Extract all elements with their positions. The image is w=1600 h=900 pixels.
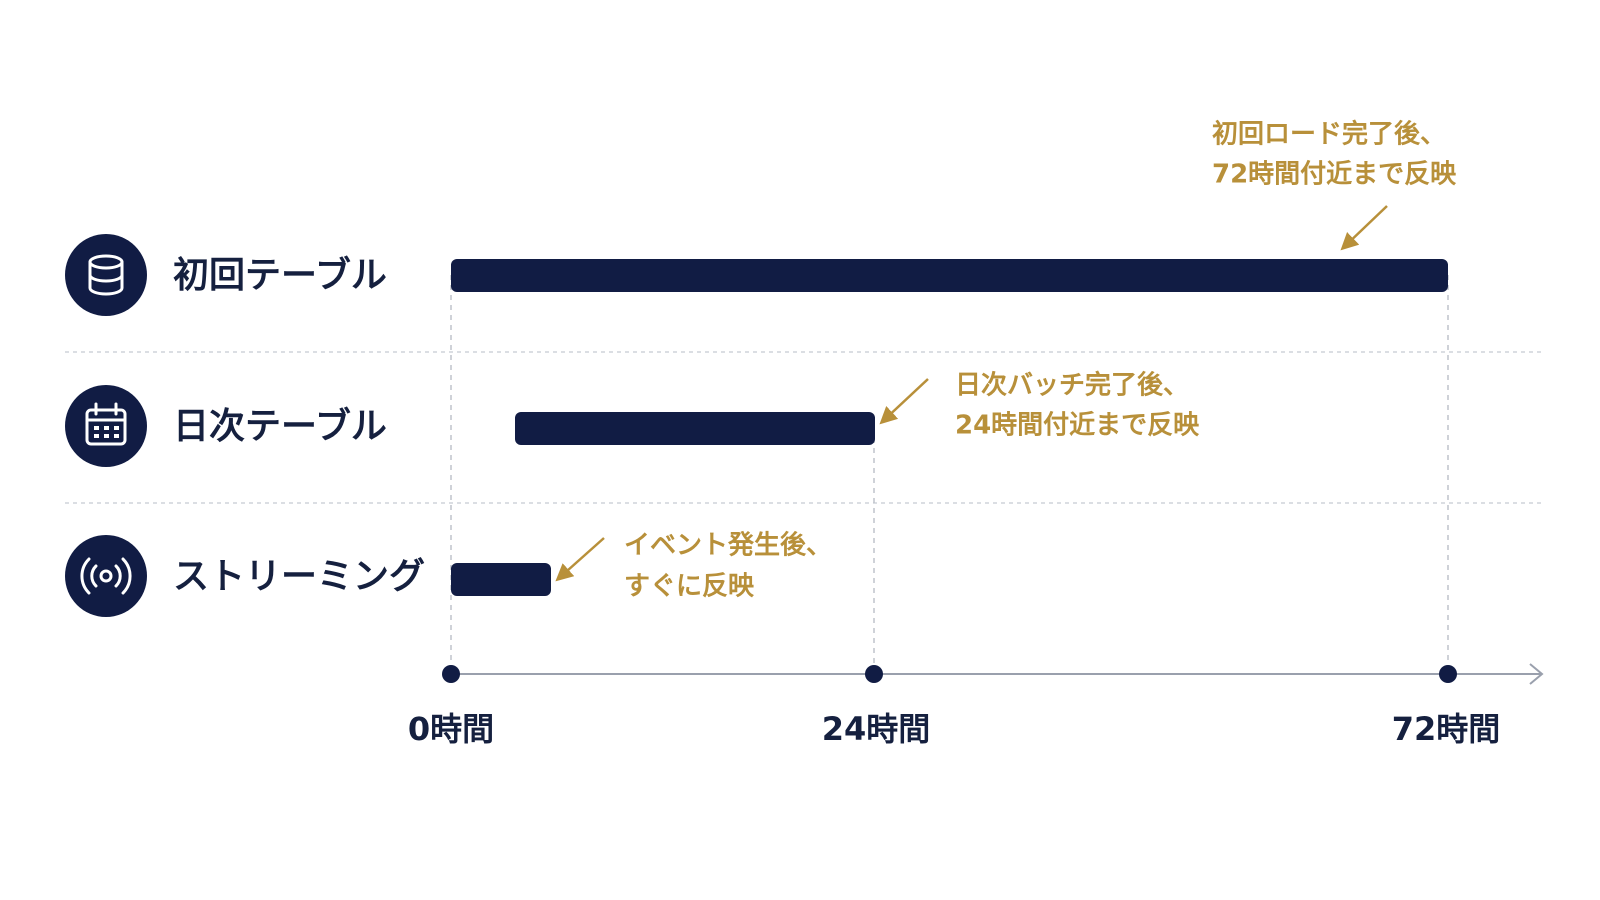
row-label: ストリーミング [173, 556, 425, 597]
row-label: 初回テーブル [173, 254, 387, 296]
timeline-bar [451, 563, 551, 596]
annotation: イベント発生後、 [624, 530, 832, 561]
annotation: 24時間付近まで反映 [955, 411, 1199, 441]
streaming-icon [65, 535, 147, 617]
axis-point [442, 665, 460, 683]
row-label: 日次テーブル [173, 405, 387, 447]
annotation: 初回ロード完了後、 [1212, 119, 1446, 150]
annotation-arrow [1340, 205, 1388, 251]
calendar-icon [65, 385, 147, 467]
axis-label: 0時間 [408, 710, 494, 748]
axis-arrow [1529, 663, 1544, 685]
axis-point [1439, 665, 1457, 683]
timeline-bar [515, 412, 875, 445]
annotation: すぐに反映 [624, 572, 754, 602]
annotation: 72時間付近まで反映 [1212, 160, 1456, 190]
axis-label: 24時間 [822, 710, 931, 748]
annotation-arrow [879, 378, 929, 425]
axis-label: 72時間 [1392, 710, 1501, 748]
database-icon [65, 234, 147, 316]
axis-point [865, 665, 883, 683]
annotation-arrow [555, 537, 605, 582]
annotation: 日次バッチ完了後、 [955, 370, 1189, 401]
timeline-bar [451, 259, 1448, 292]
